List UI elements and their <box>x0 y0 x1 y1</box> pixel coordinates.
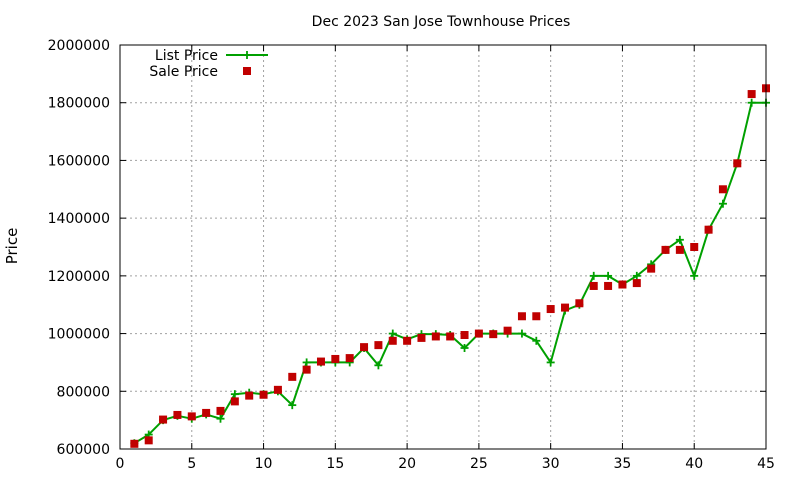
sale-price-point <box>230 397 239 406</box>
sale-price-point <box>345 354 354 363</box>
y-tick-label: 1600000 <box>48 153 110 169</box>
sale-price-point <box>561 303 570 312</box>
sale-price-point <box>661 245 670 254</box>
y-tick-label: 1200000 <box>48 269 110 285</box>
list-price-point <box>374 361 383 370</box>
list-price-point <box>288 401 297 410</box>
list-price-point <box>589 271 598 280</box>
sale-price-point <box>503 326 512 335</box>
list-price-point <box>604 271 613 280</box>
sale-price-point <box>403 336 412 345</box>
list-price-point <box>388 329 397 338</box>
sale-price-point <box>159 415 168 424</box>
sale-price-point <box>144 436 153 445</box>
legend-plus-marker <box>243 51 251 59</box>
list-price-point <box>302 358 311 367</box>
sale-price-point <box>331 354 340 363</box>
list-price-point <box>632 271 641 280</box>
sale-price-point <box>618 280 627 289</box>
legend-label-list-price: List Price <box>155 48 218 64</box>
x-tick-label: 40 <box>685 456 703 472</box>
list-price-point <box>460 344 469 352</box>
sale-price-point <box>632 279 641 288</box>
legend: List Price Sale Price <box>149 48 268 80</box>
x-tick-label: 10 <box>255 456 273 472</box>
sale-price-point <box>288 372 297 381</box>
sale-price-point <box>532 312 541 321</box>
legend-sample-list-price <box>226 51 268 59</box>
list-price-point <box>675 235 684 244</box>
sale-price-point <box>575 299 584 308</box>
sale-price-point <box>704 225 713 234</box>
x-tick-label: 30 <box>542 456 560 472</box>
sale-price-point <box>173 410 182 419</box>
sale-price-point <box>690 243 699 251</box>
sale-price-point <box>374 341 383 350</box>
sale-price-point <box>747 90 756 99</box>
legend-square-marker <box>243 67 251 75</box>
list-price-point <box>230 390 239 399</box>
sale-price-point <box>517 312 526 321</box>
y-axis-label: Price <box>3 228 21 265</box>
grid-lines <box>120 45 766 449</box>
legend-label-sale-price: Sale Price <box>149 64 218 80</box>
plot-border <box>119 44 767 450</box>
list-price-point <box>690 271 699 280</box>
list-price-point <box>532 336 541 345</box>
sale-price-point <box>589 281 598 290</box>
sale-price-point <box>604 281 613 290</box>
y-tick-label: 1400000 <box>48 211 110 227</box>
sale-price-point <box>360 343 369 352</box>
sale-price-point <box>647 264 656 273</box>
data-series <box>130 84 770 448</box>
sale-price-point <box>316 357 325 366</box>
sale-price-point <box>431 332 440 341</box>
sale-price-point <box>202 408 211 417</box>
sale-price-point <box>489 330 498 339</box>
x-tick-label: 45 <box>757 456 775 472</box>
sale-price-point <box>718 185 727 194</box>
y-tick-label: 800000 <box>57 384 110 400</box>
list-price-line <box>133 101 766 445</box>
list-price-point <box>718 199 727 208</box>
y-tick-label: 1800000 <box>48 96 110 112</box>
sale-price-point <box>130 439 139 448</box>
sale-price-point <box>388 336 397 345</box>
sale-price-point <box>302 365 311 374</box>
sale-price-point <box>417 333 426 342</box>
y-tick-label: 2000000 <box>48 38 110 54</box>
list-price-point <box>747 98 756 107</box>
x-tick-label: 25 <box>470 456 488 472</box>
axis-ticks: 0 5 10 15 20 25 30 35 40 45 600000 800000 1000000 120… <box>48 38 775 472</box>
list-price-point <box>216 414 225 423</box>
chart-title: Dec 2023 San Jose Townhouse Prices <box>312 14 571 30</box>
sale-price-point <box>446 332 455 341</box>
sale-price-point <box>675 245 684 254</box>
sale-price-point <box>474 329 483 338</box>
sale-price-point <box>733 159 742 168</box>
list-price-point <box>517 329 526 338</box>
x-tick-label: 20 <box>398 456 416 472</box>
x-tick-label: 35 <box>614 456 632 472</box>
sale-price-point <box>546 305 555 314</box>
x-tick-label: 0 <box>116 456 125 472</box>
sale-price-point <box>245 391 254 400</box>
y-tick-label: 600000 <box>57 442 110 458</box>
sale-price-point <box>273 385 282 394</box>
sale-price-point <box>216 406 225 415</box>
sale-price-point <box>259 390 268 399</box>
x-tick-label: 15 <box>326 456 344 472</box>
sale-price-point <box>460 331 469 340</box>
sale-price-point <box>187 412 196 421</box>
list-price-point <box>546 358 555 367</box>
x-tick-label: 5 <box>187 456 196 472</box>
legend-sample-sale-price <box>243 67 251 75</box>
y-tick-label: 1000000 <box>48 327 110 343</box>
